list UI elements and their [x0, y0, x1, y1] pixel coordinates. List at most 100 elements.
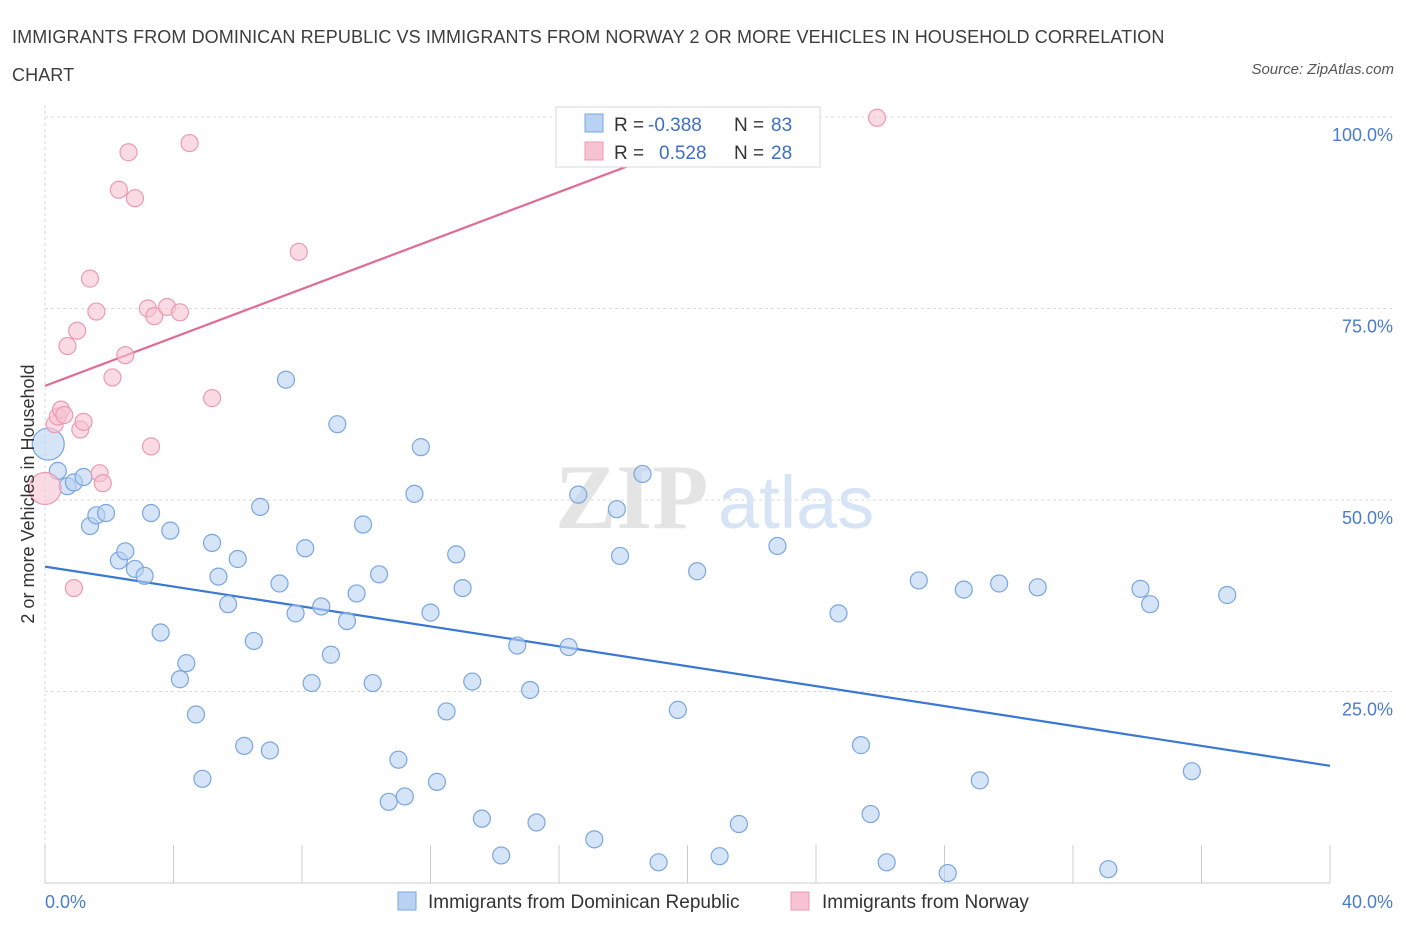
data-point-blue [1099, 860, 1118, 879]
data-point-blue [228, 549, 247, 569]
data-point-pink [125, 189, 145, 208]
data-point-blue [151, 623, 170, 642]
series-legend-label-pink: Immigrants from Norway [822, 892, 1029, 913]
series-legend-swatch-pink [790, 891, 810, 911]
data-point-blue [970, 771, 989, 790]
data-point-pink [87, 302, 106, 321]
data-point-blue [938, 863, 957, 883]
data-point-blue [421, 603, 440, 622]
data-point-blue [1028, 578, 1047, 597]
data-point-blue [427, 772, 447, 791]
legend-r-value-blue: -0.388 [648, 115, 702, 136]
y-axis-tick-labels: 25.0% 50.0% 75.0% 100.0% [1332, 125, 1393, 720]
data-point-blue [585, 830, 604, 849]
data-point-pink [202, 389, 222, 408]
data-point-pink [103, 368, 122, 387]
data-point-blue [74, 467, 93, 487]
data-point-pink [64, 578, 84, 598]
data-point-blue [877, 853, 896, 872]
data-point-blue [353, 515, 373, 534]
series-legend-label-blue: Immigrants from Dominican Republic [428, 892, 740, 913]
data-point-blue [347, 584, 366, 603]
data-point-blue [395, 787, 414, 806]
stats-legend: R = -0.388 N = 83 R = 0.528 N = 28 [555, 106, 821, 168]
trend-line-blue [44, 565, 1331, 767]
data-point-pink [141, 437, 161, 456]
data-point-blue [688, 562, 707, 581]
data-point-blue [312, 597, 331, 616]
data-point-pink [145, 307, 164, 326]
data-point-blue [1182, 762, 1201, 781]
source-credit: Source: ZipAtlas.com [1251, 61, 1394, 78]
series-legend: Immigrants from Dominican Republic Immig… [397, 891, 1029, 913]
data-point-blue [990, 574, 1009, 593]
data-point-blue [829, 604, 848, 623]
legend-swatch-pink [584, 141, 604, 161]
data-point-blue [649, 853, 668, 872]
data-point-blue [520, 680, 540, 700]
data-point-blue [302, 673, 321, 693]
data-point-pink [74, 412, 93, 431]
series-norway [28, 108, 887, 598]
data-point-pink [58, 336, 77, 356]
data-point-blue [193, 769, 212, 788]
data-point-pink [116, 346, 135, 365]
data-point-blue [710, 847, 729, 866]
x-axis-tick-labels: 0.0% 40.0% [45, 892, 1393, 912]
data-point-blue [170, 670, 190, 689]
data-point-blue [668, 700, 687, 719]
data-point-blue [607, 500, 626, 519]
data-point-pink [68, 321, 87, 340]
data-point-blue [861, 804, 880, 824]
data-point-blue [379, 792, 398, 811]
data-point-pink [867, 108, 887, 127]
data-point-blue [1218, 585, 1237, 605]
x-axis-ticks [44, 845, 1331, 883]
data-point-blue [260, 741, 279, 760]
data-point-blue [405, 484, 424, 503]
data-point-pink [289, 242, 308, 261]
data-point-blue [370, 565, 389, 584]
series-legend-swatch-blue [397, 891, 417, 911]
legend-n-value-pink: 28 [771, 143, 792, 164]
data-point-blue [328, 415, 347, 434]
legend-r-label-pink: R = [614, 143, 644, 164]
legend-r-value-pink: 0.528 [659, 143, 707, 164]
data-point-blue [453, 578, 472, 598]
y-tick-label: 50.0% [1342, 508, 1393, 528]
data-point-pink [80, 269, 100, 288]
legend-swatch-blue [584, 113, 604, 133]
data-point-blue [186, 705, 206, 724]
data-point-blue [177, 654, 196, 673]
data-point-blue [729, 814, 749, 834]
data-point-blue [202, 533, 222, 552]
x-tick-label: 0.0% [45, 892, 86, 912]
data-point-blue [1140, 595, 1160, 614]
data-point-blue [286, 604, 305, 623]
data-point-blue [389, 750, 408, 769]
chart-title: IMMIGRANTS FROM DOMINICAN REPUBLIC VS IM… [12, 27, 1165, 85]
legend-n-value-blue: 83 [771, 115, 792, 136]
watermark: ZIP atlas [555, 446, 874, 548]
data-point-blue [437, 702, 456, 721]
legend-n-label-blue: N = [734, 115, 764, 136]
data-point-blue [559, 637, 578, 657]
data-point-blue [270, 574, 289, 593]
data-point-blue [447, 545, 466, 564]
data-point-blue [633, 464, 652, 484]
data-point-blue [219, 595, 238, 614]
data-point-blue [276, 370, 296, 389]
data-point-pink [119, 143, 138, 162]
data-point-blue [411, 438, 430, 457]
y-axis-title: 2 or more Vehicles in Household [18, 364, 38, 623]
data-point-blue [235, 736, 254, 755]
legend-r-label-blue: R = [614, 115, 644, 136]
data-point-blue [363, 673, 382, 693]
data-point-blue [209, 567, 228, 586]
data-point-pink [55, 405, 74, 425]
data-point-blue [251, 497, 270, 516]
trend-lines [44, 115, 1331, 767]
x-tick-label: 40.0% [1342, 892, 1393, 912]
data-point-blue [569, 485, 588, 504]
data-point-pink [28, 471, 62, 506]
